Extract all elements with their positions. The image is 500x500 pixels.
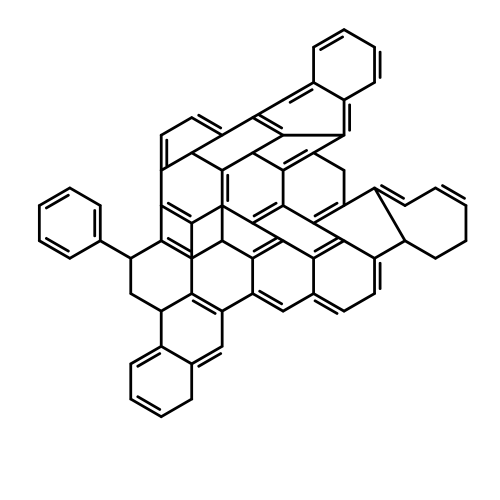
bond-line [192, 206, 222, 224]
bond-line [375, 241, 405, 259]
bond-line [222, 153, 252, 171]
bond-line [222, 118, 252, 136]
bond-line [435, 241, 465, 259]
bond-line [131, 241, 161, 259]
bond-line [70, 188, 100, 206]
molecule-diagram [0, 0, 500, 500]
bond-line [315, 238, 337, 251]
bond-line [168, 238, 190, 251]
bond-line [405, 188, 435, 206]
bond-line [315, 203, 337, 216]
bond-line [344, 294, 374, 312]
bond-line [138, 354, 160, 367]
bond-line [253, 100, 283, 118]
bond-line [253, 135, 283, 153]
bond-line [344, 188, 374, 206]
bond-line [222, 206, 252, 224]
bond-line [260, 115, 282, 128]
bond-line [199, 115, 221, 128]
bond-line [222, 294, 252, 312]
bond-line [168, 203, 190, 216]
bond-line [254, 203, 276, 216]
bond-line [46, 195, 68, 208]
bond-line [138, 397, 160, 410]
bond-line [260, 291, 282, 304]
bond-line [285, 150, 307, 163]
bond-line [192, 135, 222, 153]
bond-line [253, 153, 283, 171]
bond-line [283, 241, 313, 259]
bond-line [46, 238, 68, 251]
bond-line [161, 346, 191, 364]
bond-line [405, 241, 435, 259]
bond-line [193, 301, 215, 314]
bond-line [314, 153, 344, 171]
bond-line [253, 223, 283, 241]
bond-line [131, 294, 161, 312]
bond-line [344, 30, 374, 48]
bond-line [314, 82, 344, 100]
bond-line [443, 186, 465, 199]
bond-line [161, 399, 191, 417]
bond-line [199, 354, 221, 367]
bond-line [314, 135, 344, 153]
bond-line [100, 241, 130, 259]
bond-line [254, 238, 276, 251]
bond-line [321, 37, 343, 50]
bond-line [314, 223, 344, 241]
bond-line [192, 241, 222, 259]
bond-line [222, 241, 252, 259]
bond-line [161, 294, 191, 312]
bond-line [315, 301, 337, 314]
bond-line [161, 118, 191, 136]
bond-line [283, 294, 313, 312]
bond-line [344, 241, 374, 259]
bond-line [290, 90, 312, 103]
bond-line [344, 82, 374, 100]
bond-line [382, 186, 404, 199]
bond-line [192, 153, 222, 171]
bond-line [283, 206, 313, 224]
bond-line [70, 241, 100, 259]
